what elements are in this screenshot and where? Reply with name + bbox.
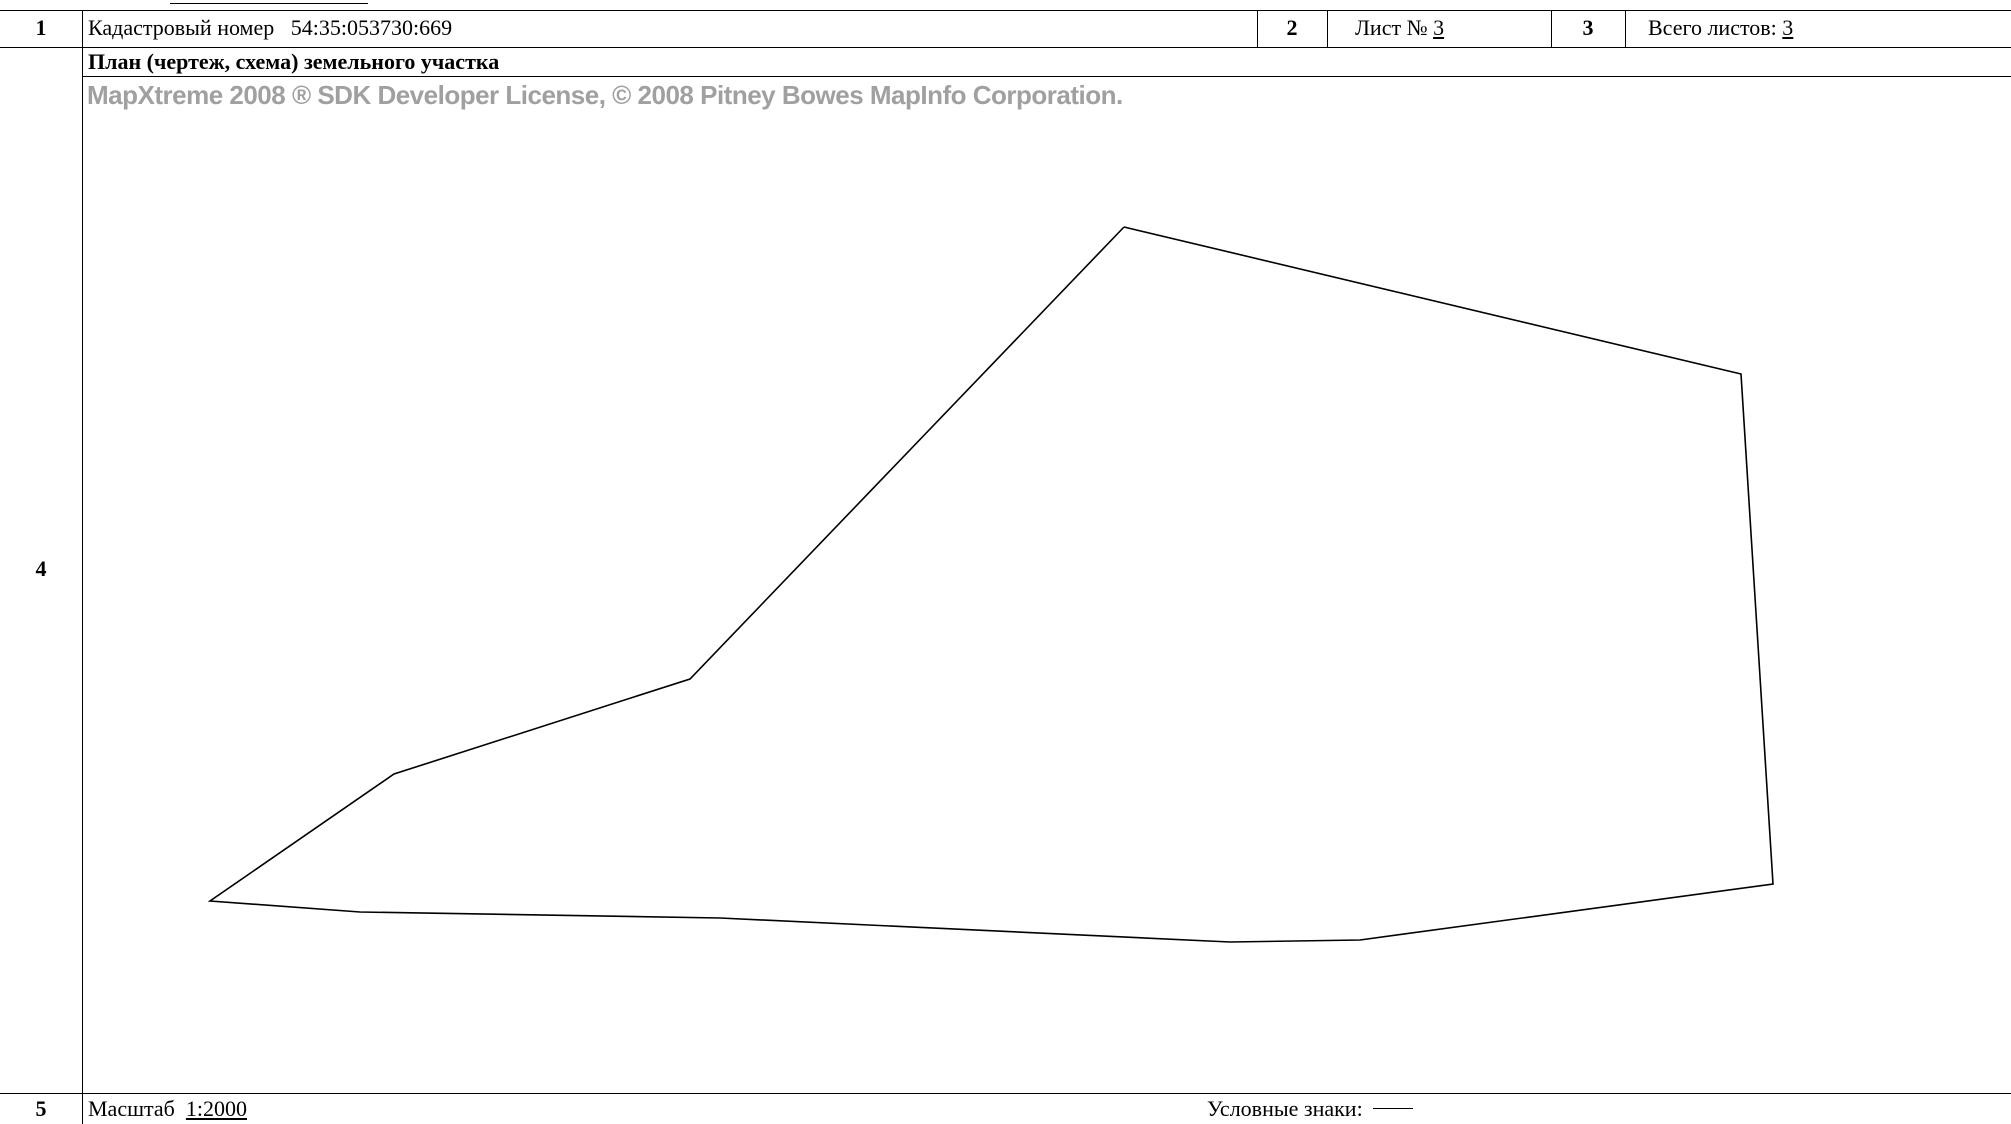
sheet-label: Лист № bbox=[1355, 15, 1428, 40]
top-short-rule bbox=[170, 3, 368, 4]
plan-title: План (чертеж, схема) земельного участка bbox=[88, 49, 500, 74]
cadastral-label: Кадастровый номер bbox=[88, 15, 275, 40]
plan-title-underline bbox=[82, 76, 2011, 77]
sheet-number: 3 bbox=[1433, 15, 1445, 40]
scale-value: 1:2000 bbox=[185, 1096, 247, 1121]
sheet-number-field: Лист № 3 bbox=[1355, 15, 1444, 41]
total-sheets-number: 3 bbox=[1782, 15, 1794, 40]
cadastral-number: 54:35:053730:669 bbox=[290, 15, 453, 40]
scale-label: Масштаб bbox=[88, 1096, 175, 1121]
mapxtreme-watermark: MapXtreme 2008 ® SDK Developer License, … bbox=[87, 80, 1123, 110]
legend-label: Условные знаки: bbox=[1207, 1096, 1363, 1121]
row-number-1: 1 bbox=[35, 15, 47, 40]
row-number-2: 2 bbox=[1286, 15, 1298, 40]
header-divider-c bbox=[1551, 10, 1552, 47]
row-number-4: 4 bbox=[35, 556, 47, 581]
scale-field: Масштаб 1:2000 bbox=[88, 1096, 247, 1122]
header-divider-b bbox=[1327, 10, 1328, 47]
row-number-3: 3 bbox=[1582, 15, 1594, 40]
total-sheets-label: Всего листов: bbox=[1648, 15, 1777, 40]
header-divider-a bbox=[1257, 10, 1258, 47]
header-row-bottom-border bbox=[0, 47, 2011, 48]
boundary-legend-line bbox=[1372, 1108, 1413, 1110]
plan-row-bottom-border bbox=[0, 1093, 2011, 1094]
total-sheets-field: Всего листов: 3 bbox=[1648, 15, 1793, 41]
legend-field: Условные знаки: bbox=[1207, 1096, 1413, 1122]
table-top-border bbox=[0, 10, 2011, 11]
cadastral-number-field: Кадастровый номер 54:35:053730:669 bbox=[88, 15, 452, 41]
land-plot-boundary bbox=[207, 226, 1774, 943]
row-number-5: 5 bbox=[35, 1096, 47, 1121]
number-column-divider bbox=[82, 10, 83, 1124]
header-divider-d bbox=[1625, 10, 1626, 47]
